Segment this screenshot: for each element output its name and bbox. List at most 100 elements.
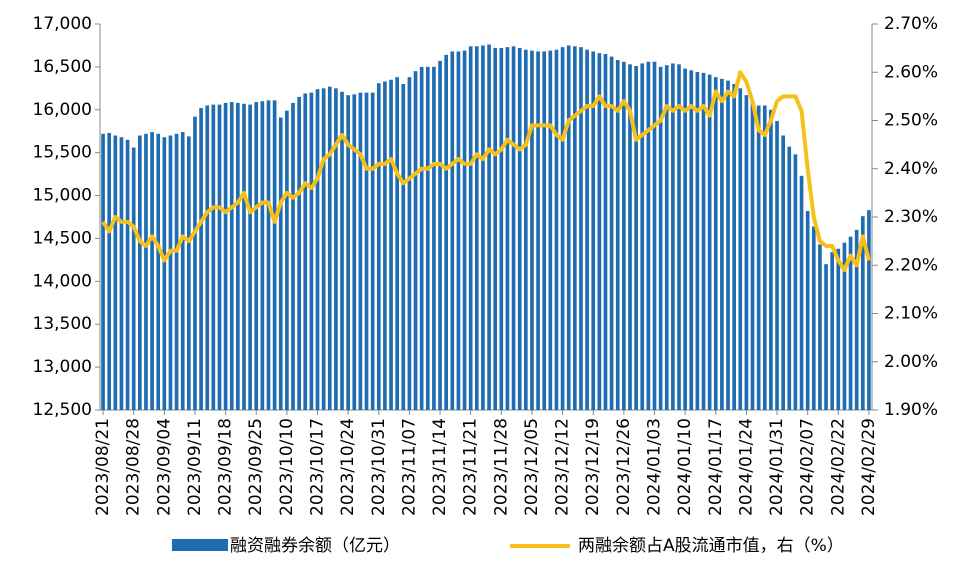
bar [756, 105, 761, 410]
y2-tick-label: 1.90% [884, 400, 938, 420]
bar [830, 252, 835, 410]
y-tick-label: 15,000 [33, 186, 92, 206]
bar [107, 132, 112, 410]
bar [425, 66, 430, 410]
bar [811, 226, 816, 410]
x-tick-label: 2023/09/25 [246, 418, 266, 516]
x-tick-label: 2024/02/29 [859, 418, 879, 516]
bar [707, 74, 712, 410]
bar [597, 53, 602, 411]
x-tick-label: 2023/09/04 [154, 418, 174, 516]
bar [848, 236, 853, 410]
x-tick-label: 2023/09/11 [185, 418, 205, 516]
bar [683, 68, 687, 411]
bar [775, 120, 779, 410]
bar [523, 49, 528, 410]
bar [671, 63, 675, 411]
bar [419, 66, 424, 410]
bar [254, 102, 259, 411]
bar [321, 88, 326, 410]
bar [131, 147, 136, 410]
bar [272, 100, 277, 410]
x-tick-label: 2023/11/28 [491, 418, 511, 516]
bar [168, 135, 173, 410]
bar [193, 116, 197, 410]
y2-tick-label: 2.40% [884, 159, 938, 179]
bar [646, 61, 651, 411]
bar [248, 104, 252, 411]
bar [505, 47, 510, 410]
bar [156, 133, 161, 410]
bar [615, 60, 620, 410]
bar [223, 102, 228, 410]
bar [438, 60, 442, 410]
x-tick-label: 2024/01/17 [706, 418, 726, 516]
x-tick-label: 2023/11/14 [430, 418, 450, 516]
bar [805, 210, 810, 410]
bar [432, 66, 436, 410]
bar [358, 92, 363, 410]
bar [352, 94, 357, 411]
bar [278, 117, 283, 411]
bar [744, 95, 749, 410]
bar [229, 102, 234, 411]
bar [554, 49, 559, 410]
bar [824, 264, 828, 410]
bar [389, 79, 393, 410]
x-tick-label: 2023/09/18 [216, 418, 236, 516]
bar [566, 45, 571, 410]
bar [242, 103, 246, 411]
bar [579, 47, 583, 410]
y2-tick-label: 2.30% [884, 207, 938, 227]
bar [781, 135, 785, 410]
x-tick-label: 2023/11/07 [399, 418, 419, 516]
bar [726, 80, 730, 410]
y2-tick-label: 2.50% [884, 111, 938, 131]
bar [217, 104, 222, 411]
bar [530, 50, 534, 410]
bar [346, 95, 350, 410]
bar [585, 49, 589, 410]
bar [677, 64, 681, 410]
bar [340, 91, 344, 411]
bar [291, 102, 295, 410]
bar [309, 92, 314, 410]
bar [548, 50, 553, 410]
bar [493, 48, 498, 411]
bar [799, 175, 804, 410]
bar [842, 242, 847, 410]
y2-tick-label: 2.10% [884, 304, 938, 324]
bar [720, 78, 724, 411]
x-tick-label: 2024/02/22 [828, 418, 848, 516]
bar [266, 100, 271, 410]
bar [738, 88, 743, 410]
bar [860, 216, 865, 410]
bar [211, 104, 216, 411]
bar [628, 64, 632, 410]
bar [303, 93, 308, 410]
bar [137, 135, 142, 410]
bar [456, 51, 461, 411]
bar [125, 139, 130, 411]
bar [481, 45, 485, 410]
bar [260, 101, 265, 410]
bar [119, 137, 124, 410]
bar [713, 77, 718, 410]
bar [854, 229, 859, 410]
bar [462, 50, 467, 410]
bar [174, 133, 179, 410]
bar [236, 102, 240, 410]
x-tick-label: 2023/12/26 [614, 418, 634, 516]
bar [370, 92, 375, 410]
bar [603, 54, 608, 411]
x-tick-label: 2023/08/28 [124, 418, 144, 516]
y-tick-label: 16,500 [33, 57, 92, 77]
x-tick-label: 2024/01/24 [736, 418, 756, 516]
y-tick-label: 13,000 [33, 357, 92, 377]
bar [640, 63, 645, 411]
bar [517, 48, 522, 411]
bar [180, 132, 185, 410]
bar [113, 135, 118, 410]
x-tick-label: 2024/01/03 [644, 418, 664, 516]
x-tick-label: 2023/12/12 [553, 418, 573, 516]
